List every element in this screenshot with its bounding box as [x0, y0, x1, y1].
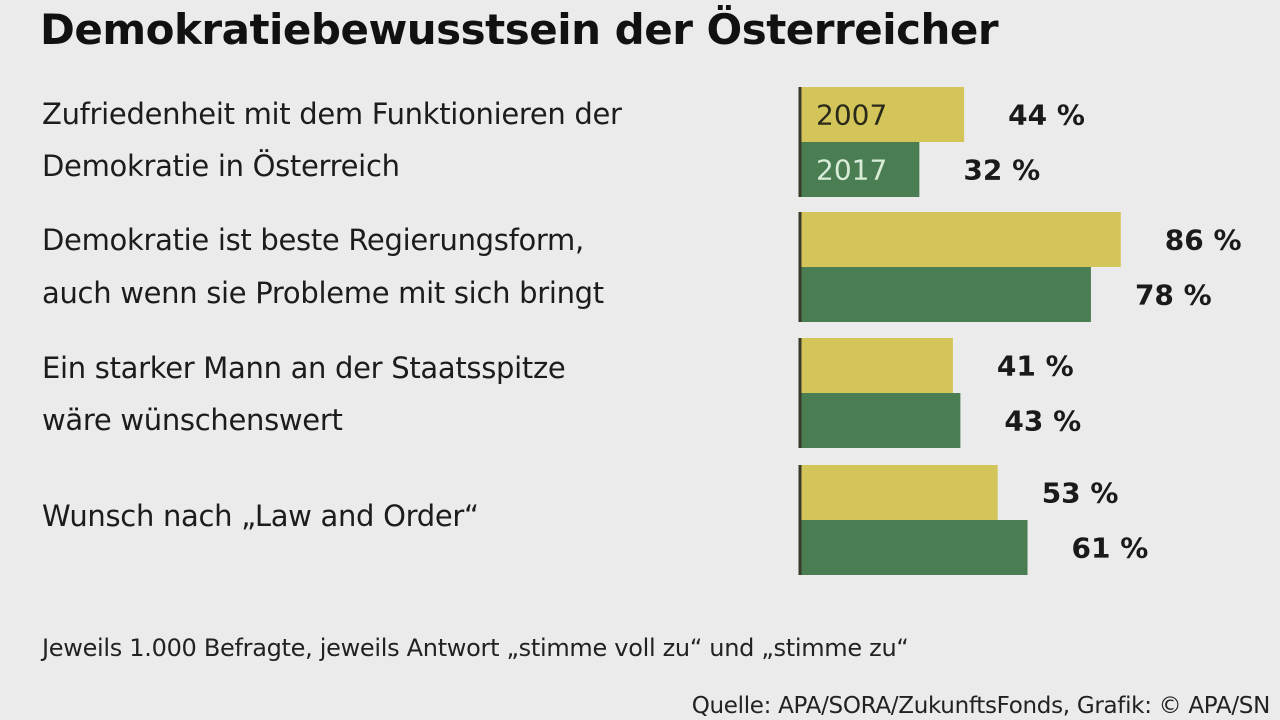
- bar-2007-4: [800, 465, 998, 520]
- bar-2017-1: [800, 142, 920, 197]
- legend-label-2007: 2007: [816, 99, 887, 132]
- value-label: 32 %: [963, 154, 1040, 187]
- value-label: 78 %: [1135, 279, 1212, 312]
- bar-2017-3: [800, 393, 961, 448]
- category-label: Ein starker Mann an der Staatsspitze: [42, 351, 566, 385]
- source-credit: Quelle: APA/SORA/ZukunftsFonds, Grafik: …: [691, 693, 1271, 719]
- category-label: wäre wünschenswert: [42, 403, 343, 437]
- chart-title: Demokratiebewusstsein der Österreicher: [40, 5, 999, 54]
- value-label: 41 %: [997, 350, 1074, 383]
- legend-label-2017: 2017: [816, 154, 887, 187]
- bar-2017-2: [800, 267, 1091, 322]
- value-label: 61 %: [1072, 532, 1149, 565]
- bar-2007-3: [800, 338, 953, 393]
- category-label: auch wenn sie Probleme mit sich bringt: [42, 276, 604, 310]
- bar-2007-2: [800, 212, 1121, 267]
- value-label: 53 %: [1042, 477, 1119, 510]
- category-label: Zufriedenheit mit dem Funktionieren der: [42, 97, 622, 131]
- category-label: Wunsch nach „Law and Order“: [42, 499, 479, 533]
- value-label: 44 %: [1008, 99, 1085, 132]
- value-label: 43 %: [1004, 405, 1081, 438]
- bar-2017-4: [800, 520, 1028, 575]
- value-label: 86 %: [1165, 224, 1242, 257]
- category-label: Demokratie in Österreich: [42, 149, 400, 183]
- category-label: Demokratie ist beste Regierungsform,: [42, 223, 584, 257]
- survey-note: Jeweils 1.000 Befragte, jeweils Antwort …: [42, 634, 909, 662]
- bar-2007-1: [800, 87, 965, 142]
